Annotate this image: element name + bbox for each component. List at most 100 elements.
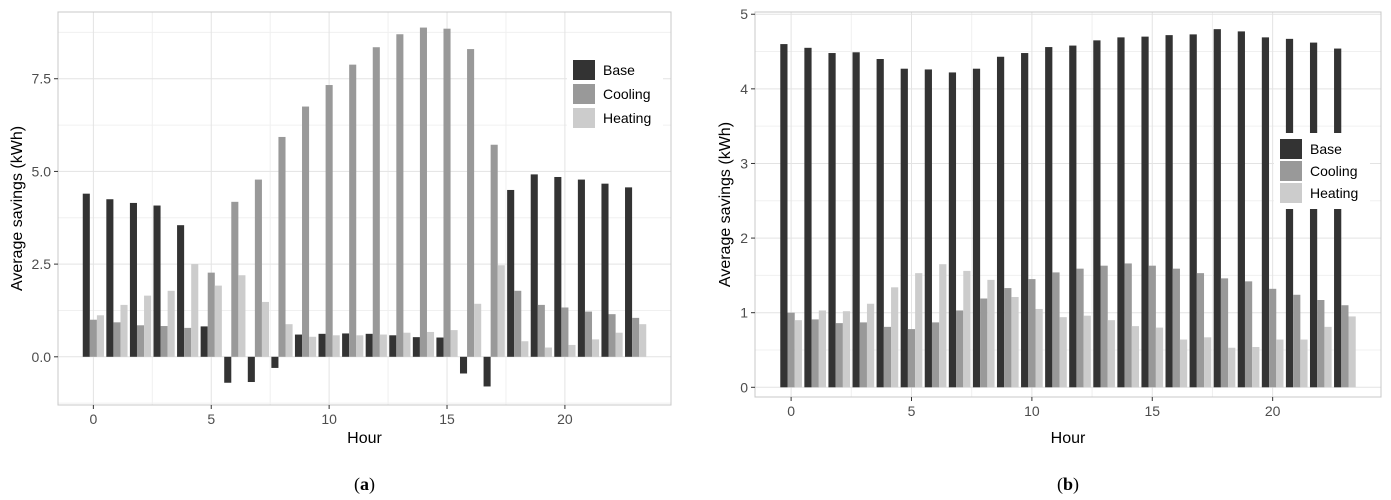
panel-caption: (b) [1057, 474, 1079, 495]
y-tick-label: 2 [740, 230, 748, 246]
bar-base-9 [996, 56, 1005, 388]
bar-cooling-6 [231, 201, 239, 357]
bar-cooling-8 [980, 298, 988, 388]
bar-heating-19 [544, 347, 552, 357]
panel-border [754, 11, 1382, 398]
bar-base-17 [483, 356, 491, 387]
caption-letter: b [1063, 474, 1073, 494]
legend-swatch-base [573, 60, 595, 80]
bar-cooling-13 [396, 34, 404, 357]
bar-base-22 [1309, 42, 1318, 388]
bar-base-15 [436, 337, 444, 357]
bar-cooling-23 [632, 317, 640, 357]
bar-heating-4 [891, 287, 899, 388]
bar-heating-8 [285, 324, 293, 357]
bar-base-7 [948, 72, 957, 388]
bar-heating-11 [1059, 317, 1067, 388]
bar-cooling-18 [514, 290, 522, 357]
bar-heating-4 [191, 264, 199, 357]
bar-heating-22 [1324, 326, 1332, 388]
x-tick-label: 0 [89, 411, 97, 427]
bar-base-21 [1285, 38, 1294, 388]
legend-swatch-cooling [1280, 161, 1302, 181]
caption-open-paren: ( [1057, 474, 1063, 495]
bar-cooling-11 [349, 64, 357, 357]
bar-base-0 [82, 193, 90, 357]
bar-heating-20 [568, 344, 576, 357]
bar-cooling-14 [1124, 263, 1132, 388]
y-tick-label: 5 [740, 6, 748, 22]
bar-heating-7 [963, 270, 971, 388]
bar-heating-5 [915, 273, 923, 388]
bar-heating-16 [474, 303, 482, 357]
bar-base-0 [780, 44, 788, 388]
bar-base-10 [1021, 53, 1029, 388]
bar-base-13 [389, 335, 397, 357]
bar-base-2 [828, 53, 836, 388]
bar-base-23 [625, 187, 633, 357]
chart-panel-b: 0 1 2 3 4 5 0 5 10 15 20 Hour Average savings (kWh) B… [717, 6, 1382, 495]
legend-swatch-heating [573, 108, 595, 128]
y-tick-label: 7.5 [32, 71, 52, 87]
bar-heating-17 [1204, 337, 1212, 388]
bar-heating-1 [120, 304, 128, 357]
legend-label-base: Base [603, 62, 635, 78]
bar-cooling-23 [1341, 305, 1349, 388]
legend-swatch-base [1280, 139, 1302, 159]
bar-cooling-19 [1244, 281, 1253, 388]
bar-cooling-3 [859, 322, 867, 388]
bar-heating-19 [1252, 347, 1260, 388]
bar-base-16 [1165, 35, 1173, 388]
bar-heating-17 [497, 265, 505, 357]
bar-base-8 [972, 68, 981, 388]
x-tick-label: 15 [439, 411, 455, 427]
bar-cooling-5 [207, 272, 215, 357]
bar-heating-10 [332, 335, 340, 357]
bar-base-11 [1045, 47, 1053, 388]
y-tick-label: 1 [740, 305, 748, 321]
bar-base-8 [271, 356, 279, 368]
bar-heating-21 [1300, 339, 1308, 388]
bar-base-13 [1093, 40, 1101, 388]
bar-cooling-9 [302, 106, 310, 357]
bar-cooling-11 [1052, 272, 1060, 388]
bar-cooling-1 [811, 319, 819, 388]
bar-cooling-15 [1148, 265, 1156, 388]
bar-cooling-17 [490, 144, 498, 357]
bar-base-14 [412, 337, 420, 357]
bar-cooling-21 [584, 311, 593, 357]
x-tick-label: 15 [1144, 403, 1160, 419]
bar-heating-13 [1107, 320, 1115, 388]
bar-cooling-2 [136, 325, 145, 357]
bar-base-21 [577, 179, 585, 357]
bar-heating-14 [426, 331, 435, 357]
bar-base-4 [876, 59, 884, 388]
caption-close-paren: ) [1073, 474, 1079, 495]
bar-heating-1 [818, 310, 827, 388]
bar-base-11 [342, 333, 350, 357]
legend: Base Cooling Heating [1274, 133, 1370, 209]
bar-base-3 [852, 52, 860, 388]
bar-heating-12 [1083, 315, 1091, 388]
bar-heating-9 [1011, 297, 1019, 388]
bar-cooling-14 [419, 27, 427, 357]
bar-base-6 [924, 69, 932, 388]
bar-heating-23 [1348, 316, 1356, 388]
bar-base-23 [1334, 48, 1342, 388]
bar-heating-9 [309, 336, 317, 357]
legend-label-cooling: Cooling [1310, 163, 1357, 179]
bar-base-19 [1237, 31, 1245, 388]
bar-cooling-15 [443, 28, 451, 357]
bar-cooling-1 [113, 322, 121, 357]
bar-cooling-20 [1269, 288, 1277, 388]
chart-panel-a: 0.0 2.5 5.0 7.5 0 5 10 15 20 Hour Average savings … [9, 11, 672, 495]
bar-cooling-18 [1220, 278, 1229, 388]
bar-base-4 [177, 225, 185, 357]
bar-cooling-13 [1100, 265, 1108, 388]
bar-heating-10 [1035, 308, 1043, 388]
bar-heating-16 [1179, 339, 1188, 388]
y-tick-label: 2.5 [32, 256, 52, 272]
bar-heating-5 [214, 285, 222, 357]
bar-cooling-2 [835, 323, 843, 388]
